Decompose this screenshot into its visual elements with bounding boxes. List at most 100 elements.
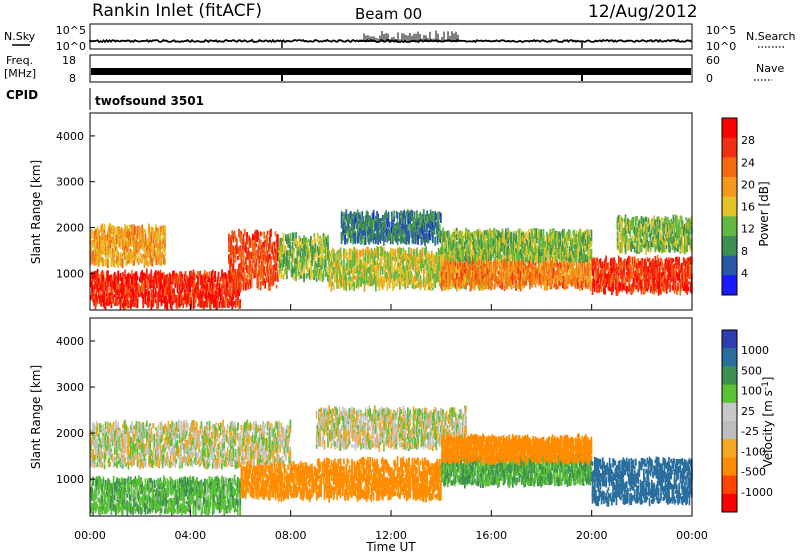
data-cell (346, 227, 349, 236)
data-cell (202, 288, 205, 296)
data-cell (267, 254, 270, 264)
data-cell (464, 282, 466, 289)
data-cell (306, 239, 309, 247)
data-cell (119, 252, 122, 260)
data-cell (355, 250, 358, 258)
data-cell (289, 246, 292, 256)
data-cell (133, 228, 135, 237)
data-cell (128, 274, 131, 284)
data-cell (291, 253, 294, 259)
data-cell (259, 242, 262, 250)
data-cell (440, 283, 442, 289)
data-cell (128, 224, 131, 232)
data-cell (397, 248, 400, 254)
data-cell (362, 216, 365, 223)
data-cell (207, 286, 210, 291)
data-cell (145, 280, 148, 285)
data-cell (185, 301, 188, 308)
data-cell (149, 247, 151, 252)
data-cell (111, 252, 114, 259)
data-cell (440, 260, 442, 267)
data-cell (424, 265, 426, 274)
data-cell (429, 255, 432, 262)
data-cell (242, 267, 245, 273)
data-cell (152, 293, 155, 303)
data-cell (125, 233, 127, 239)
data-cell (271, 277, 273, 287)
data-cell (147, 275, 149, 284)
data-cell (96, 284, 99, 291)
data-cell (119, 276, 122, 281)
data-cell (506, 274, 508, 282)
data-cell (120, 241, 123, 245)
date-title: 12/Aug/2012 (588, 2, 698, 22)
data-cell (418, 266, 421, 272)
data-cell (444, 279, 447, 290)
data-cell (132, 274, 134, 284)
data-cell (303, 266, 305, 274)
data-cell (164, 294, 166, 303)
data-cell (505, 266, 507, 275)
data-cell (356, 252, 359, 262)
data-cell (375, 215, 377, 220)
data-cell (145, 292, 148, 296)
data-cell (363, 273, 366, 284)
data-cell (124, 224, 126, 233)
data-cell (465, 282, 467, 287)
data-cell (473, 284, 475, 290)
data-cell (397, 261, 400, 272)
data-cell (157, 249, 159, 259)
data-cell (160, 280, 163, 290)
data-cell (180, 293, 182, 298)
data-cell (239, 230, 242, 239)
data-cell (191, 271, 194, 276)
data-cell (313, 256, 316, 265)
data-cell (318, 257, 320, 268)
data-cell (248, 269, 251, 279)
data-cell (214, 290, 216, 300)
data-cell (142, 301, 145, 309)
data-cell (112, 236, 115, 245)
data-cell (245, 266, 247, 271)
data-cell (465, 265, 467, 275)
data-cell (459, 266, 462, 275)
data-cell (223, 285, 226, 295)
data-cell (371, 234, 374, 241)
data-cell (214, 272, 216, 278)
data-cell (438, 255, 441, 259)
data-cell (418, 227, 421, 232)
data-cell (288, 251, 291, 257)
data-cell (337, 252, 340, 259)
data-cell (164, 277, 166, 288)
data-cell (148, 232, 150, 242)
data-cell (369, 276, 371, 286)
data-cell (503, 273, 506, 280)
data-cell (101, 257, 104, 262)
data-cell (143, 272, 146, 277)
data-cell (489, 266, 491, 270)
data-cell (137, 291, 140, 297)
data-cell (129, 250, 132, 259)
data-cell (474, 275, 476, 281)
data-cell (296, 250, 299, 261)
data-cell (370, 250, 373, 256)
data-cell (477, 278, 480, 285)
data-cell (281, 259, 284, 266)
data-cell (385, 220, 387, 224)
data-cell (357, 269, 360, 277)
data-cell (98, 232, 100, 237)
data-cell (152, 302, 155, 307)
data-cell (235, 244, 238, 250)
data-cell (373, 256, 376, 263)
data-cell (364, 222, 367, 231)
data-cell (321, 248, 324, 259)
data-cell (402, 219, 405, 225)
data-cell (412, 254, 415, 262)
data-cell (371, 215, 374, 220)
data-cell (188, 278, 190, 288)
data-cell (324, 250, 327, 260)
data-cell (143, 277, 146, 282)
data-cell (356, 274, 359, 281)
data-cell (118, 226, 121, 234)
data-cell (426, 272, 428, 276)
